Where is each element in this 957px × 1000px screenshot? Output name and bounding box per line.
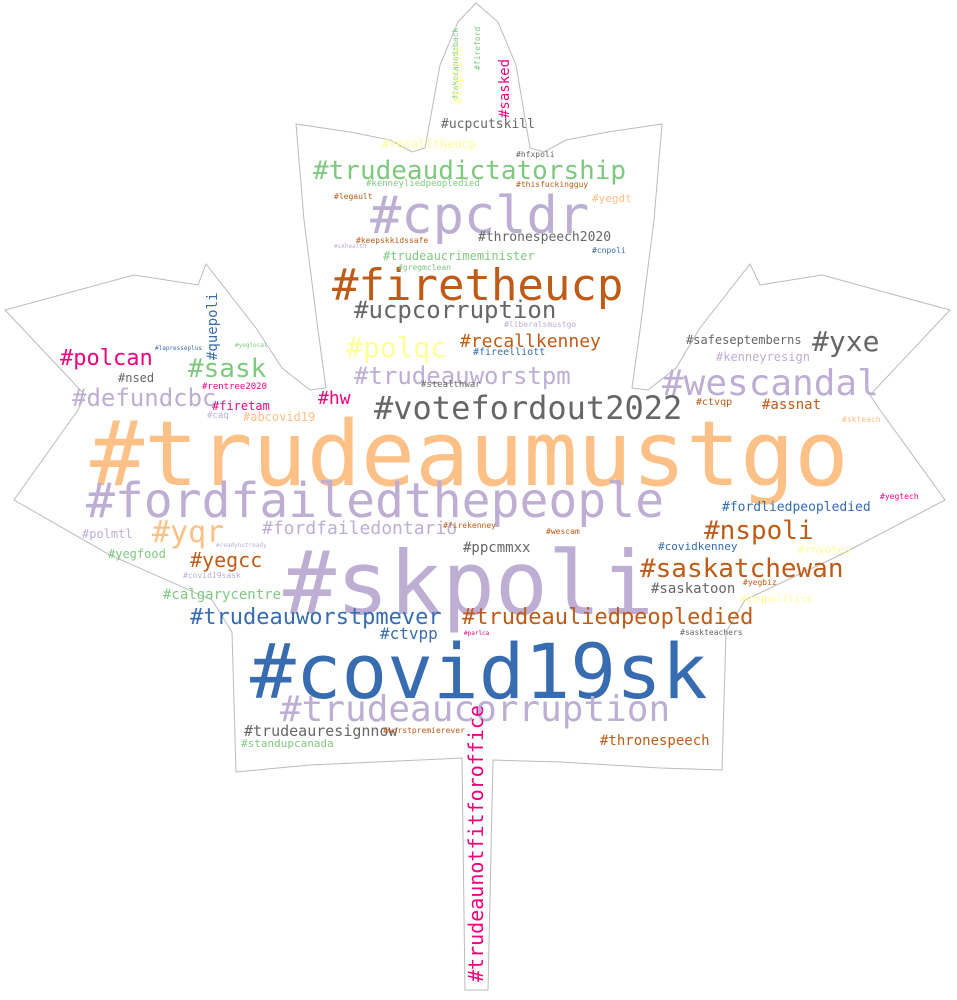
- word-defundcbc: #defundcbc: [72, 386, 217, 410]
- word-fordfailedontario: #fordfailedontario: [262, 520, 457, 538]
- word-lapresseplus: #lapresseplus: [155, 346, 202, 352]
- word-yegbiz: #yegbiz: [743, 579, 777, 587]
- word-yegpolitics: #yegpolitics: [740, 595, 812, 605]
- word-readynotready: #readynotready: [216, 543, 267, 549]
- word-topline: #topline: [452, 46, 464, 104]
- word-fordliedpeopledied: #fordliedpeopledied: [722, 501, 871, 514]
- word-covid19sask: #covid19sask: [183, 572, 241, 580]
- word-rentree2020: #rentree2020: [202, 383, 267, 392]
- word-skhealth: #skhealth: [334, 244, 367, 250]
- word-nsed: #nsed: [118, 372, 154, 384]
- word-polqc: #polqc: [346, 334, 447, 362]
- word-fireford: #fireford: [474, 27, 482, 70]
- word-saskatoon: #saskatoon: [651, 582, 735, 596]
- word-thronespeech2020: #thronespeech2020: [478, 231, 611, 244]
- word-saskteachers: #saskteachers: [680, 629, 743, 637]
- word-yegdt: #yegdt: [592, 193, 632, 204]
- word-polmtl: #polmtl: [82, 528, 133, 540]
- word-sask: #sask: [188, 356, 266, 382]
- word-stealthwar: #stealthwar: [421, 381, 481, 390]
- word-assnat: #assnat: [762, 398, 821, 412]
- word-parlca: #parlca: [464, 631, 489, 637]
- word-cnpoli: #cnpoli: [592, 247, 626, 255]
- word-thisfuckingguy: #thisfuckingguy: [516, 181, 588, 189]
- word-hw: #hw: [318, 390, 351, 408]
- word-trudeauliedpeopledied: #trudeauliedpeopledied: [462, 607, 753, 629]
- word-abcovid19: #abcovid19: [243, 411, 315, 423]
- word-votefordout2022: #votefordout2022: [374, 392, 682, 424]
- word-liberalsmustgo: #liberalsmustgo: [504, 321, 576, 329]
- word-saskatchewan: #saskatchewan: [640, 556, 844, 582]
- word-quepoli: #quepoli: [206, 293, 220, 360]
- word-sasked: #sasked: [498, 59, 512, 118]
- word-rnvotes: #rnvotes: [798, 544, 851, 555]
- word-ctvqp: #ctvqp: [696, 398, 732, 408]
- word-yqr: #yqr: [152, 518, 224, 548]
- word-yegtech: #yegtech: [880, 493, 919, 501]
- word-legault: #legault: [334, 193, 373, 201]
- word-hfxpoli: #hfxpoli: [516, 151, 555, 159]
- word-standupcanada: #standupcanada: [241, 738, 334, 749]
- word-kenneyresign: #kenneyresign: [716, 351, 810, 363]
- word-trudeaucrimeminister: #trudeaucrimeminister: [383, 250, 535, 262]
- word-safeseptemberns: #safeseptemberns: [686, 334, 802, 346]
- word-polcan: #polcan: [60, 348, 153, 370]
- word-yegfood: #yegfood: [108, 548, 166, 560]
- word-ucpcorruption: #ucpcorruption: [354, 298, 556, 322]
- word-caq: #caq: [207, 412, 229, 421]
- word-yegcc: #yegcc: [190, 550, 262, 570]
- word-calgarycentre: #calgarycentre: [163, 588, 281, 602]
- word-kenneyliedpeopledied: #kenneyliedpeopledied: [366, 180, 480, 189]
- word-worstpremierever: #worstpremierever: [383, 727, 465, 735]
- word-recalltheucp: #recalltheucp: [382, 138, 476, 150]
- word-ppcmmxx: #ppcmmxx: [463, 541, 530, 555]
- word-thronespeech: #thronespeech: [600, 734, 710, 748]
- word-fireelliott: #fireelliott: [473, 348, 545, 358]
- word-trudeaunotfitforoffice: #trudeaunotfitforoffice: [466, 705, 486, 982]
- word-ucpcutskill: #ucpcutskill: [441, 118, 535, 131]
- word-skteach: #skteach: [842, 416, 881, 424]
- word-yeglocal: #yeglocal: [235, 343, 268, 349]
- word-yxe: #yxe: [812, 328, 879, 356]
- word-wescam: #wescam: [546, 528, 580, 536]
- word-firekenney: #firekenney: [443, 522, 496, 530]
- word-covidkenney: #covidkenney: [658, 541, 737, 552]
- word-ctvpp: #ctvpp: [380, 626, 438, 642]
- word-gregmclean: #gregmclean: [398, 264, 451, 272]
